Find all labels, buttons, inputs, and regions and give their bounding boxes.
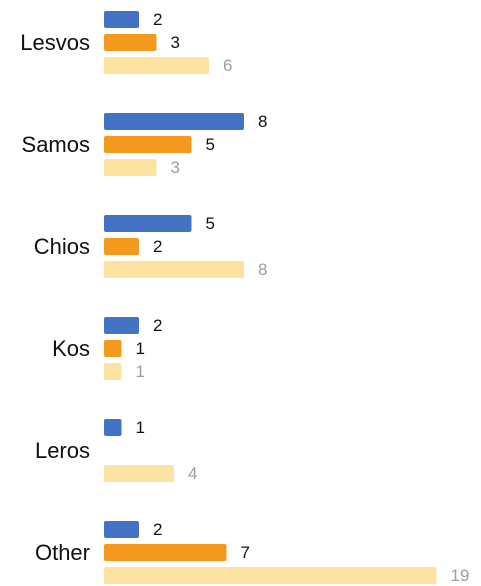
value-label-other-series-3: 19 [451, 566, 470, 585]
bar-kos-series-1 [104, 317, 139, 334]
category-label-leros: Leros [35, 438, 90, 463]
category-label-samos: Samos [22, 132, 90, 157]
bar-lesvos-series-1 [104, 11, 139, 28]
bar-other-series-3 [104, 567, 437, 584]
value-label-leros-series-1: 1 [136, 418, 145, 437]
value-label-chios-series-1: 5 [206, 214, 215, 233]
category-labels: Lesvos Samos Chios Kos Leros Other [20, 30, 90, 565]
value-label-chios-series-2: 2 [153, 237, 162, 256]
category-label-lesvos: Lesvos [20, 30, 90, 55]
bar-kos-series-3 [104, 363, 122, 380]
category-label-chios: Chios [34, 234, 90, 259]
bar-samos-series-1 [104, 113, 244, 130]
value-label-lesvos-series-1: 2 [153, 10, 162, 29]
value-label-kos-series-3: 1 [136, 362, 145, 381]
bar-chios-series-2 [104, 238, 139, 255]
value-label-kos-series-1: 2 [153, 316, 162, 335]
value-label-samos-series-1: 8 [258, 112, 267, 131]
bar-chios-series-1 [104, 215, 192, 232]
bar-samos-series-3 [104, 159, 157, 176]
bar-samos-series-2 [104, 136, 192, 153]
value-label-other-series-1: 2 [153, 520, 162, 539]
category-label-other: Other [35, 540, 90, 565]
bar-other-series-2 [104, 544, 227, 561]
value-label-leros-series-3: 4 [188, 464, 197, 483]
value-label-lesvos-series-3: 6 [223, 56, 232, 75]
bar-leros-series-1 [104, 419, 122, 436]
bar-chios-series-3 [104, 261, 244, 278]
value-label-samos-series-2: 5 [206, 135, 215, 154]
value-label-chios-series-3: 8 [258, 260, 267, 279]
value-label-other-series-2: 7 [241, 543, 250, 562]
bar-kos-series-2 [104, 340, 122, 357]
bar-lesvos-series-3 [104, 57, 209, 74]
bar-other-series-1 [104, 521, 139, 538]
value-label-lesvos-series-2: 3 [171, 33, 180, 52]
category-label-kos: Kos [52, 336, 90, 361]
value-label-samos-series-3: 3 [171, 158, 180, 177]
value-label-kos-series-2: 1 [136, 339, 145, 358]
bar-leros-series-3 [104, 465, 174, 482]
bars [104, 11, 437, 584]
bar-lesvos-series-2 [104, 34, 157, 51]
